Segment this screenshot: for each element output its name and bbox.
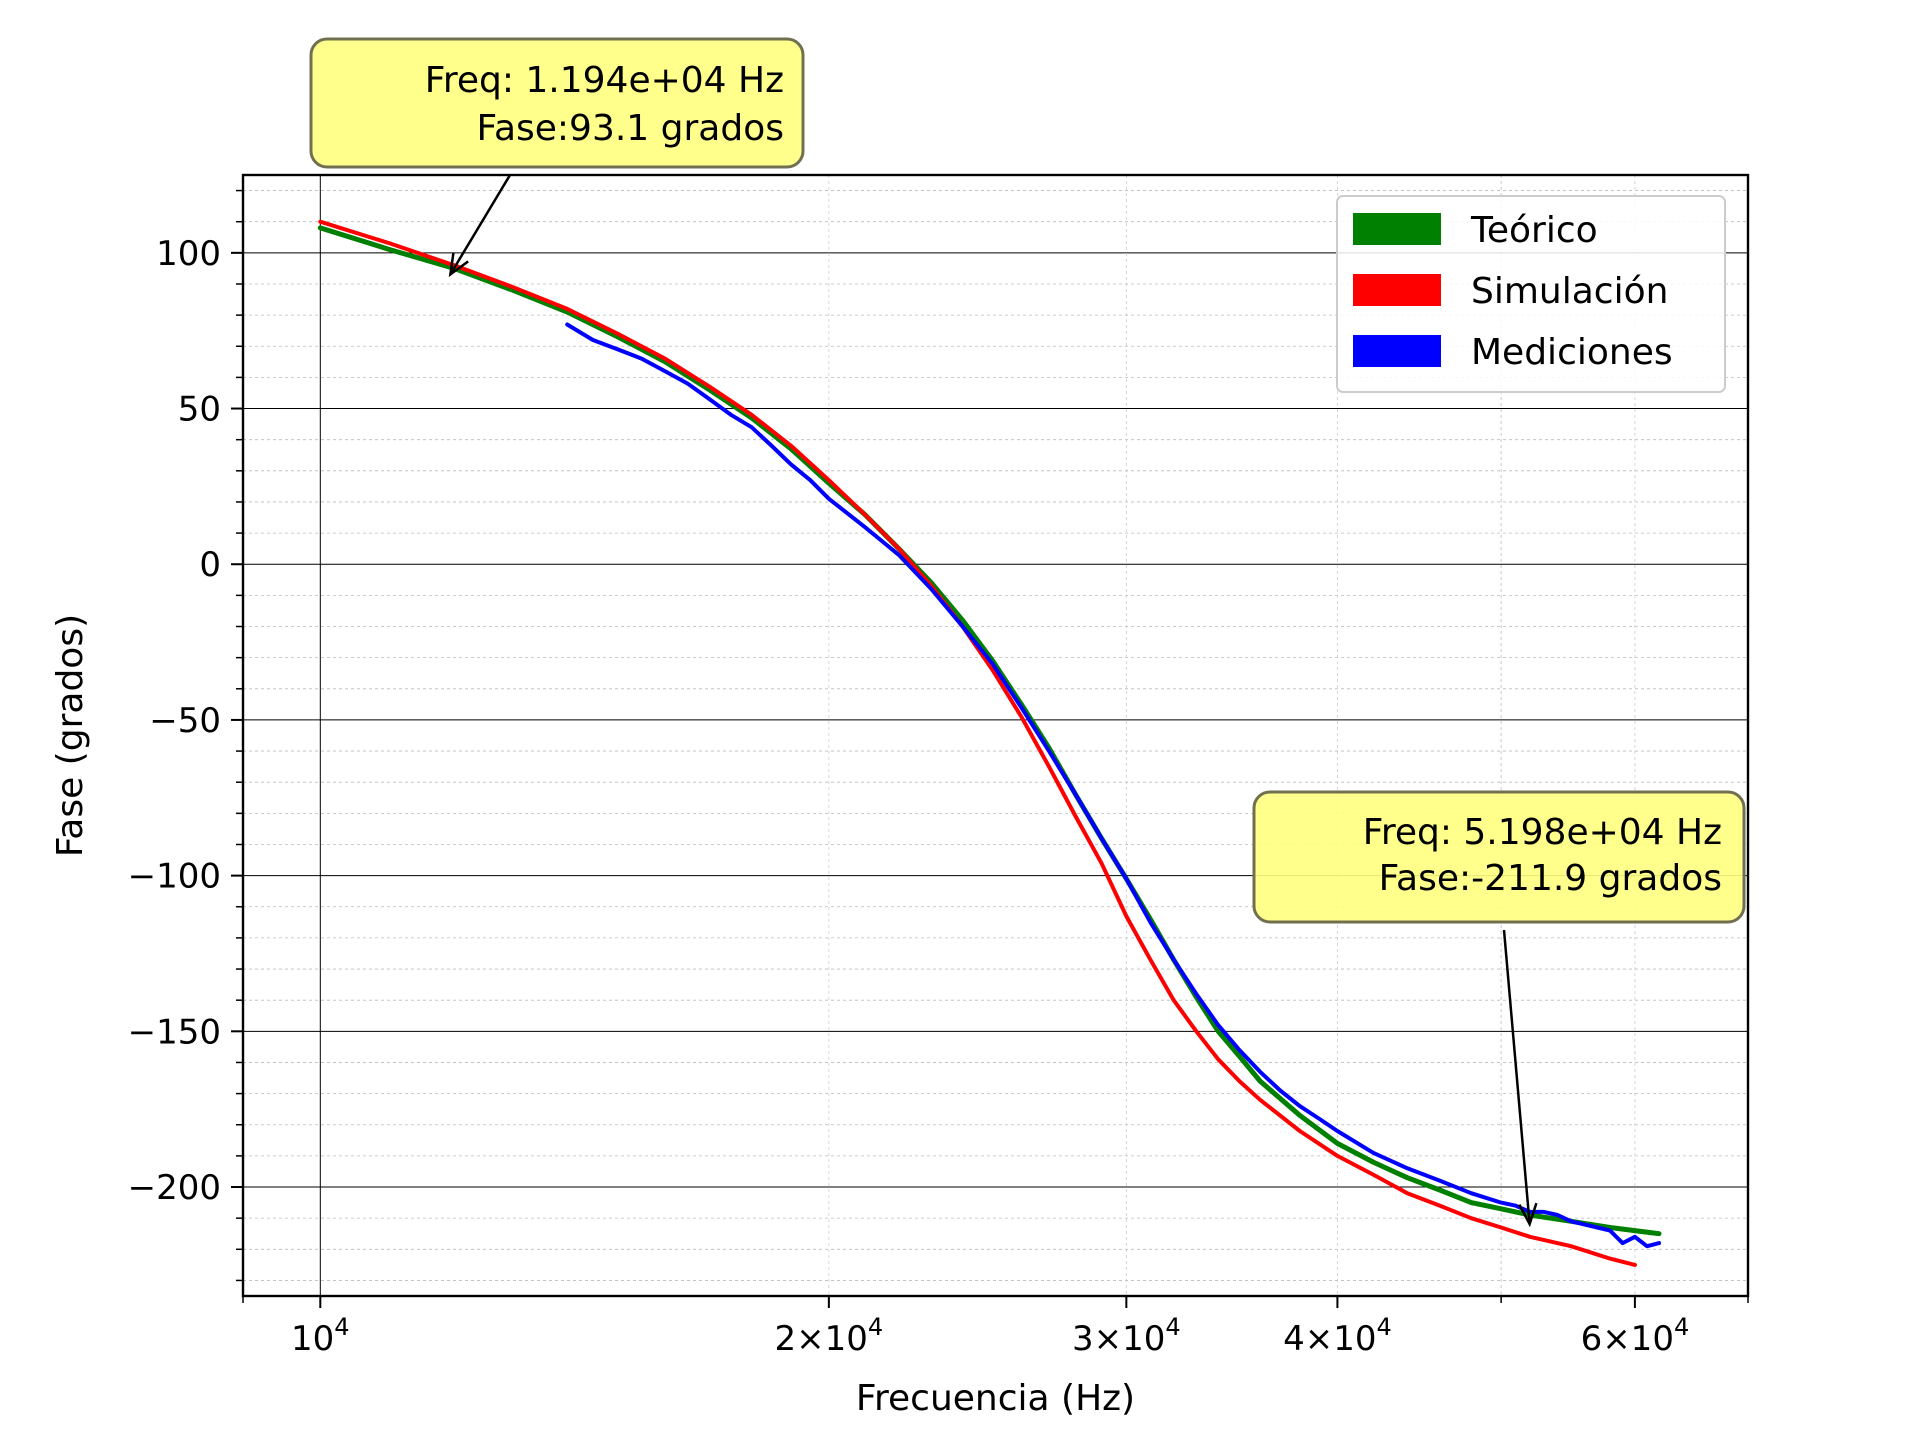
x-tick-label: 6×104 <box>1581 1313 1690 1359</box>
y-tick-label: −50 <box>149 701 221 741</box>
x-tick-label-exponent: 4 <box>1165 1313 1180 1341</box>
series-line-2 <box>565 322 1661 1249</box>
y-tick-label: −100 <box>128 857 221 897</box>
x-tick-label-base: 4×10 <box>1283 1319 1376 1359</box>
y-tick-label: −150 <box>128 1012 221 1052</box>
annotation-arrowhead <box>448 252 469 278</box>
annotation-freq-text: Freq: 1.194e+04 Hz <box>425 60 784 101</box>
plot-frame <box>241 173 1750 1298</box>
legend-label: Simulación <box>1471 271 1668 312</box>
x-tick-label-exponent: 4 <box>1376 1313 1391 1341</box>
x-tick-label: 4×104 <box>1283 1313 1392 1359</box>
series-layer <box>317 219 1662 1267</box>
legend-swatch <box>1353 213 1441 245</box>
annotation-phase-text: Fase:93.1 grados <box>477 108 784 149</box>
legend-label: Teórico <box>1470 210 1598 251</box>
y-tick-label: 50 <box>178 390 221 430</box>
x-tick-label-base: 2×10 <box>775 1319 868 1359</box>
x-tick-label: 2×104 <box>775 1313 884 1359</box>
series-line-1 <box>318 219 1637 1267</box>
x-tick-label-base: 3×10 <box>1072 1319 1165 1359</box>
annotation-arrow <box>1502 929 1531 1225</box>
grid-major <box>243 175 1748 1296</box>
legend: Teórico Simulación Mediciones <box>1336 195 1726 393</box>
annotation-arrow <box>449 174 512 275</box>
annotation-arrowhead <box>1518 1202 1538 1228</box>
x-tick-label: 104 <box>291 1313 350 1359</box>
legend-swatch <box>1353 335 1441 367</box>
legend-swatch <box>1353 274 1441 306</box>
annotation-phase-text: Fase:-211.9 grados <box>1379 858 1722 899</box>
x-tick-label-exponent: 4 <box>334 1313 349 1341</box>
x-tick-label-exponent: 4 <box>1674 1313 1689 1341</box>
annotation-box <box>1252 790 1746 924</box>
x-tick-label-base: 10 <box>291 1319 334 1359</box>
x-tick-label-exponent: 4 <box>868 1313 883 1341</box>
y-tick-label: −200 <box>128 1168 221 1208</box>
y-tick-label: 0 <box>199 545 221 585</box>
annotation-box <box>309 37 805 169</box>
x-tick-label: 3×104 <box>1072 1313 1181 1359</box>
y-axis-label: Fase (grados) <box>50 614 91 857</box>
annotations: Freq: 1.194e+04 Hz Fase:93.1 grados Freq: … <box>309 37 1746 1228</box>
annotation-freq-text: Freq: 5.198e+04 Hz <box>1363 812 1722 853</box>
x-axis-label: Frecuencia (Hz) <box>856 1378 1135 1419</box>
y-tick-label: 100 <box>156 234 221 274</box>
legend-label: Mediciones <box>1471 332 1673 373</box>
x-tick-label-base: 6×10 <box>1581 1319 1674 1359</box>
